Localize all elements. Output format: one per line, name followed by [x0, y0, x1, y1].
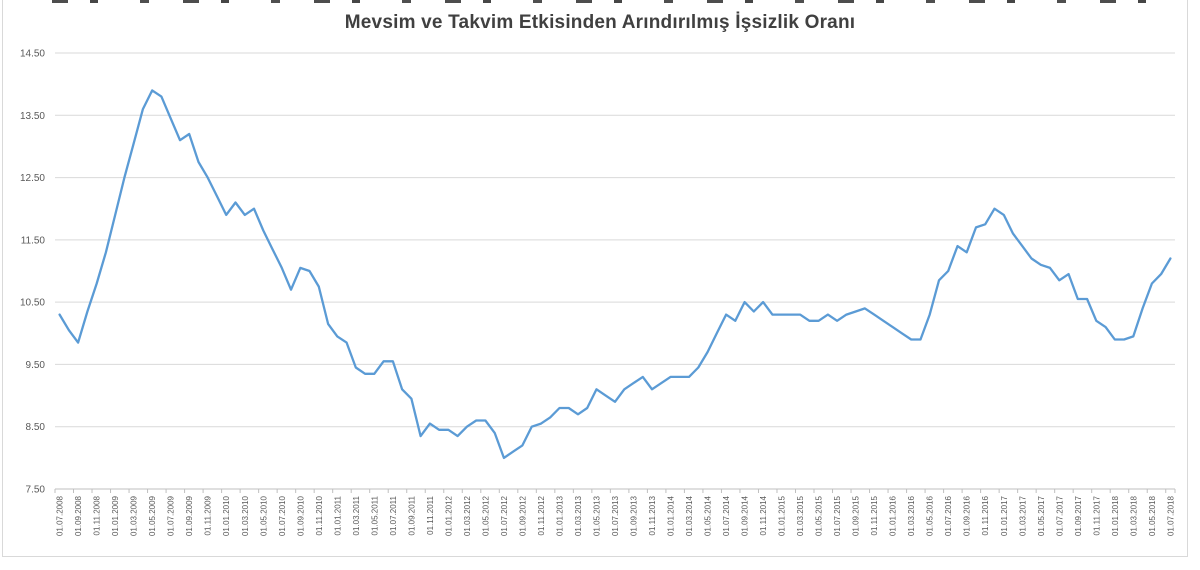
x-axis-tick-label: 01.01.2011 [333, 495, 342, 535]
x-axis-tick-label: 01.03.2010 [241, 495, 250, 536]
x-axis-tick-label: 01.01.2015 [778, 495, 787, 536]
x-axis-tick-label: 01.07.2017 [1055, 495, 1064, 536]
x-axis-tick-label: 01.05.2014 [704, 495, 713, 536]
x-axis-tick-label: 01.05.2012 [481, 495, 490, 536]
x-axis-tick-label: 01.09.2012 [518, 495, 527, 536]
y-axis-tick-label: 8.50 [26, 422, 46, 433]
x-axis-tick-label: 01.09.2013 [630, 495, 639, 536]
x-axis-tick-label: 01.09.2017 [1074, 495, 1083, 536]
x-axis-tick-label: 01.03.2015 [796, 495, 805, 536]
x-axis-tick-label: 01.03.2013 [574, 495, 583, 536]
x-axis-tick-label: 01.01.2012 [444, 495, 453, 536]
x-axis-tick-label: 01.07.2015 [833, 495, 842, 536]
chart-title: Mevsim ve Takvim Etkisinden Arındırılmış… [344, 12, 856, 33]
x-axis-tick-label: 01.03.2009 [130, 495, 139, 536]
x-axis-tick-label: 01.09.2015 [852, 495, 861, 536]
x-axis-tick-label: 01.01.2010 [222, 495, 231, 536]
x-axis-tick-label: 01.11.2008 [93, 495, 102, 535]
y-axis-tick-label: 14.50 [20, 49, 45, 60]
x-axis-tick-label: 01.11.2017 [1092, 495, 1101, 535]
x-axis-tick-label: 01.07.2012 [500, 495, 509, 536]
top-edge-artifact [52, 0, 1184, 3]
x-axis-tick-label: 01.07.2018 [1166, 495, 1175, 536]
x-axis-tick-label: 01.05.2013 [593, 495, 602, 536]
y-axis-tick-label: 10.50 [20, 298, 45, 309]
y-axis-tick-label: 13.50 [20, 111, 45, 122]
x-axis-tick-label: 01.05.2009 [148, 495, 157, 536]
x-axis-tick-label: 01.11.2013 [648, 495, 657, 535]
unemployment-rate-line [58, 89, 1172, 460]
chart-frame [2, 0, 1188, 557]
x-axis-tick-label: 01.01.2018 [1111, 495, 1120, 536]
x-axis-tick-label: 01.09.2008 [74, 495, 83, 536]
x-axis-tick-label: 01.11.2016 [981, 495, 990, 535]
x-axis-tick-label: 01.01.2017 [1000, 495, 1009, 536]
x-axis-tick-label: 01.05.2011 [370, 495, 379, 535]
y-axis-tick-label: 9.50 [26, 360, 46, 371]
x-axis-tick-label: 01.05.2018 [1148, 495, 1157, 536]
x-axis-tick-label: 01.01.2013 [556, 495, 565, 536]
x-axis-tick-label: 01.03.2012 [463, 495, 472, 536]
x-axis-tick-label: 01.11.2015 [870, 495, 879, 535]
x-axis-tick-label: 01.03.2011 [352, 495, 361, 535]
x-axis-tick-label: 01.01.2009 [111, 495, 120, 536]
y-axis-tick-label: 11.50 [21, 235, 46, 246]
x-axis-tick-label: 01.11.2011 [426, 495, 435, 534]
x-axis-tick-label: 01.11.2009 [204, 495, 213, 535]
x-axis-tick-label: 01.09.2016 [963, 495, 972, 536]
x-axis-tick-label: 01.09.2014 [741, 495, 750, 536]
x-axis-tick-label: 01.09.2010 [296, 495, 305, 536]
x-axis-tick-label: 01.05.2017 [1037, 495, 1046, 536]
x-axis-tick-label: 01.03.2017 [1018, 495, 1027, 536]
x-axis-tick-label: 01.07.2013 [611, 495, 620, 536]
x-axis-tick-label: 01.09.2009 [185, 495, 194, 536]
x-axis-tick-label: 01.11.2014 [759, 495, 768, 535]
x-axis-tick-label: 01.05.2016 [926, 495, 935, 536]
x-axis-tick-label: 01.11.2010 [315, 495, 324, 535]
y-axis-tick-label: 7.50 [26, 485, 46, 496]
x-axis-tick-label: 01.11.2012 [537, 495, 546, 535]
x-axis-tick-label: 01.05.2015 [815, 495, 824, 536]
x-axis-tick-label: 01.07.2010 [278, 495, 287, 536]
x-axis-tick-label: 01.07.2016 [944, 495, 953, 536]
x-axis-tick-label: 01.07.2009 [167, 495, 176, 536]
x-axis-tick-label: 01.03.2018 [1129, 495, 1138, 536]
x-axis-tick-label: 01.03.2016 [907, 495, 916, 536]
x-axis-tick-label: 01.07.2011 [389, 495, 398, 535]
y-axis-tick-label: 12.50 [20, 173, 45, 184]
x-axis-tick-label: 01.03.2014 [685, 495, 694, 536]
x-axis-tick-label: 01.01.2016 [889, 495, 898, 536]
x-axis-tick-label: 01.05.2010 [259, 495, 268, 536]
x-axis-tick-label: 01.01.2014 [667, 495, 676, 536]
x-axis-tick-label: 01.09.2011 [407, 495, 416, 535]
x-axis-tick-label: 01.07.2008 [56, 495, 65, 536]
x-axis-tick-label: 01.07.2014 [722, 495, 731, 536]
